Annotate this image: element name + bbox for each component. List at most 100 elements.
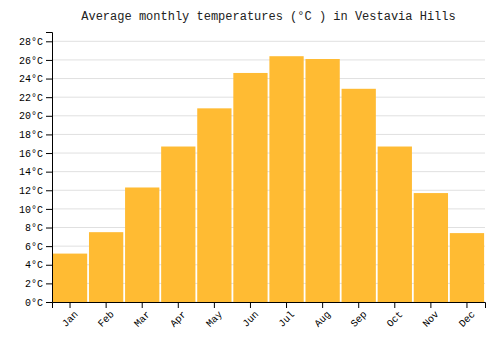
tick-label: 2°C: [25, 279, 43, 290]
tick-label: 0°C: [25, 298, 43, 309]
tick-label: 16°C: [19, 149, 43, 160]
tick-label: 20°C: [19, 111, 43, 122]
tick-label: Feb: [96, 309, 117, 330]
tick-label: May: [204, 309, 225, 330]
bar: [342, 89, 376, 302]
tick: 16°C: [19, 149, 52, 160]
bars: [53, 56, 484, 302]
tick-mark: [46, 116, 52, 117]
tick-mark: [46, 209, 52, 210]
tick-mark: [106, 302, 107, 308]
tick: 18°C: [19, 130, 52, 141]
tick: Feb: [96, 302, 117, 330]
bar: [161, 147, 195, 302]
tick-label: 24°C: [19, 74, 43, 85]
tick-mark: [46, 79, 52, 80]
tick-mark: [46, 190, 52, 191]
grid-line: [52, 115, 485, 116]
tick-label: Jun: [241, 309, 262, 330]
bar: [269, 56, 303, 302]
grid-line: [52, 59, 485, 60]
bar: [450, 233, 484, 302]
tick: Mar: [132, 302, 153, 330]
tick: 26°C: [19, 56, 52, 67]
tick-mark: [178, 302, 179, 308]
grid-line: [52, 97, 485, 98]
tick: Sep: [349, 302, 370, 330]
tick-mark: [358, 302, 359, 308]
tick-mark: [46, 228, 52, 229]
tick: 12°C: [19, 186, 52, 197]
bar: [53, 254, 87, 302]
tick-mark: [214, 302, 215, 308]
bar: [378, 147, 412, 302]
tick-label: 4°C: [25, 260, 43, 271]
tick: Aug: [313, 302, 334, 330]
bar: [125, 187, 159, 302]
tick-mark: [142, 302, 143, 308]
tick-mark: [46, 172, 52, 173]
tick-mark: [46, 41, 52, 42]
x-axis: Jan Feb Mar Apr May Jun Jul Aug Sep Oct Nov Dec: [53, 302, 486, 330]
tick-mark: [250, 302, 251, 308]
grid-line: [52, 153, 485, 154]
bar: [414, 193, 448, 302]
tick: Jan: [60, 302, 81, 330]
tick-label: 8°C: [25, 223, 43, 234]
bar: [233, 73, 267, 302]
tick-mark: [46, 60, 52, 61]
tick: 2°C: [25, 279, 52, 290]
y-axis: 0°C 2°C 4°C 6°C 8°C 10°C 12°C 14°C 16°C 18°C 20°C 2…: [19, 33, 53, 309]
tick-label: Nov: [421, 309, 442, 330]
tick: Apr: [168, 302, 189, 330]
tick: 8°C: [25, 223, 52, 234]
tick: 0°C: [25, 298, 52, 309]
tick-label: 6°C: [25, 242, 43, 253]
tick-mark: [70, 302, 71, 308]
tick: May: [204, 302, 225, 330]
grid-line: [52, 171, 485, 172]
tick-mark: [46, 302, 52, 303]
axis-line: [53, 303, 486, 309]
tick-mark: [286, 302, 287, 308]
tick-label: Jan: [60, 309, 81, 330]
bar: [305, 59, 339, 302]
tick-mark: [46, 153, 52, 154]
tick-label: Oct: [385, 309, 406, 330]
tick-mark: [322, 302, 323, 308]
tick-label: 22°C: [19, 93, 43, 104]
tick-mark: [394, 302, 395, 308]
tick: 10°C: [19, 205, 52, 216]
plot-area: 0°C 2°C 4°C 6°C 8°C 10°C 12°C 14°C 16°C 18°C 20°C 2…: [19, 33, 486, 330]
tick-label: 12°C: [19, 186, 43, 197]
tick: Jun: [241, 302, 262, 330]
bar: [197, 108, 231, 302]
grid-line: [52, 41, 485, 42]
tick-mark: [46, 97, 52, 98]
tick: Oct: [385, 302, 406, 330]
tick-mark: [46, 246, 52, 247]
tick-mark: [466, 302, 467, 308]
tick-label: 18°C: [19, 130, 43, 141]
tick: Nov: [421, 302, 442, 330]
tick-label: 14°C: [19, 167, 43, 178]
tick-label: 26°C: [19, 56, 43, 67]
tick: Dec: [457, 302, 478, 330]
tick-label: Apr: [168, 309, 189, 330]
grid-line: [52, 190, 485, 191]
tick-mark: [46, 283, 52, 284]
tick: 28°C: [19, 37, 52, 48]
tick-label: Mar: [132, 309, 153, 330]
grid-line: [52, 78, 485, 79]
axis-line: [46, 33, 53, 303]
tick-label: Jul: [277, 309, 298, 330]
tick: 4°C: [25, 260, 52, 271]
tick: 20°C: [19, 111, 52, 122]
chart-container: 0°C 2°C 4°C 6°C 8°C 10°C 12°C 14°C 16°C 18°C 20°C 2…: [0, 0, 500, 350]
tick-label: Dec: [457, 309, 478, 330]
tick-label: 10°C: [19, 205, 43, 216]
tick: 22°C: [19, 93, 52, 104]
chart-svg: 0°C 2°C 4°C 6°C 8°C 10°C 12°C 14°C 16°C 18°C 20°C 2…: [0, 0, 500, 350]
tick-label: Sep: [349, 309, 370, 330]
grid-line: [52, 134, 485, 135]
